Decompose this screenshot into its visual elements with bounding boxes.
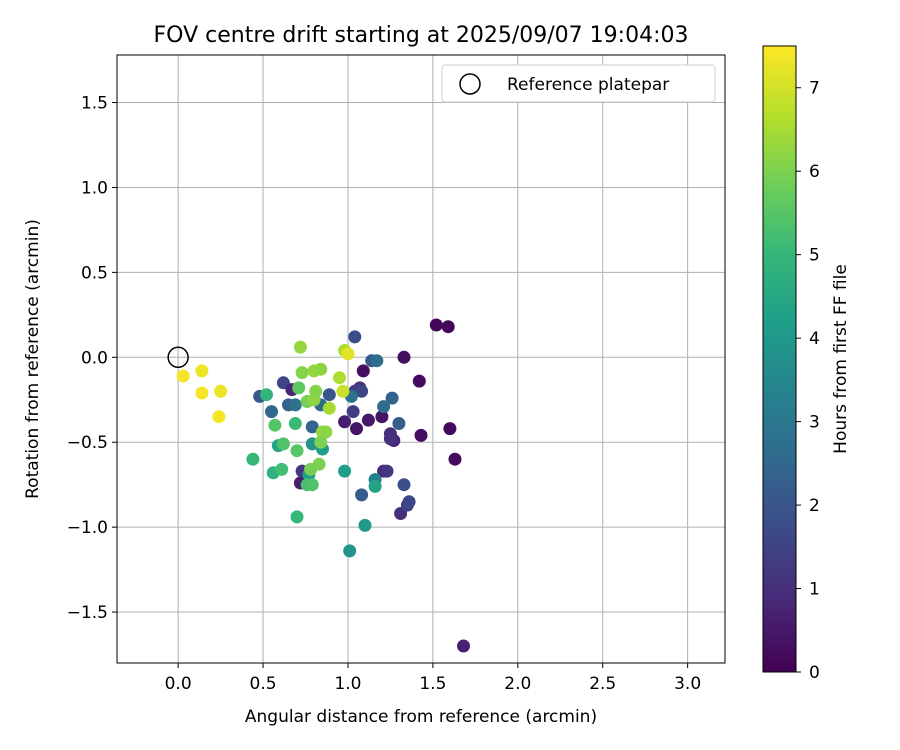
data-point [322,388,336,402]
legend-box [441,64,716,103]
data-point [288,417,302,430]
x-tick-label: 1.0 [334,674,361,694]
data-point [348,330,362,344]
data-point [377,400,391,414]
colorbar-tick-label: 3 [809,413,820,433]
data-point [268,418,282,432]
legend-marker-open-circle [459,73,481,95]
data-point [312,457,326,471]
y-tick-label: 1.5 [81,94,108,114]
data-point [292,381,306,395]
data-point [338,415,352,429]
legend-label: Reference platepar [507,75,669,95]
y-tick-label: 1.0 [81,178,108,198]
colorbar-ticks: 0 1 2 3 4 5 6 7 [796,79,820,683]
data-point [246,452,260,466]
data-point [356,364,370,378]
data-point [295,366,309,380]
x-tick-label: 2.0 [504,674,531,694]
data-point [212,410,226,424]
data-point [375,410,389,424]
colorbar-tick-label: 2 [809,496,820,516]
data-point [275,462,289,476]
data-point [402,495,416,509]
colorbar-tick-label: 0 [809,663,820,683]
y-axis-ticks: 1.5 1.0 0.5 0.0 −0.5 −1.0 −1.5 [67,94,117,623]
x-tick-label: 2.5 [589,674,616,694]
data-point [355,488,369,502]
reference-marker-layer [167,346,189,369]
legend: Reference platepar [441,64,716,103]
data-point [195,364,209,378]
y-tick-label: −1.5 [67,603,108,623]
data-point [392,417,406,430]
data-point [338,464,352,478]
data-point [441,320,455,334]
data-point [322,401,336,415]
data-point [288,398,302,412]
chart-title: FOV centre drift starting at 2025/09/07 … [154,23,689,48]
data-point [343,544,357,558]
colorbar-gradient [762,45,797,673]
data-point [350,422,363,436]
x-axis-label: Angular distance from reference (arcmin) [245,707,597,727]
data-point [314,362,328,376]
x-tick-label: 1.5 [419,674,446,694]
colorbar-label: Hours from first FF file [831,264,851,454]
data-point [319,425,333,439]
colorbar-tick-label: 6 [809,162,820,182]
data-point [293,340,307,354]
data-point [429,318,443,332]
data-point [397,478,411,492]
y-tick-label: 0.5 [81,263,108,283]
colorbar-tick-label: 4 [809,329,820,349]
colorbar: 0 1 2 3 4 5 6 7 Hours from first FF file [762,45,851,683]
data-point [346,405,360,419]
data-point [341,347,355,361]
data-point [361,413,375,427]
data-point [333,371,346,385]
data-point [195,386,209,400]
data-point [309,384,323,398]
data-point [397,350,411,364]
data-point [290,444,304,458]
data-point [385,391,399,405]
data-point [370,354,384,368]
data-point [214,384,228,398]
data-point [290,510,304,524]
data-point [368,479,382,493]
y-tick-label: −1.0 [67,518,108,538]
data-point [412,374,426,388]
reference-platepar-marker [167,346,189,369]
data-point [414,428,428,442]
data-point [305,420,319,434]
x-tick-label: 3.0 [674,674,701,694]
colorbar-tick-label: 7 [809,79,820,99]
data-point [448,452,462,466]
data-point [457,639,470,653]
x-tick-label: 0.0 [165,674,192,694]
y-tick-label: −0.5 [67,433,108,453]
data-point [176,369,190,383]
colorbar-tick-label: 5 [809,246,820,266]
data-point [265,405,278,419]
x-tick-label: 0.5 [250,674,277,694]
plot-area-frame [116,54,726,664]
data-point [336,384,350,398]
data-point [305,478,319,492]
data-point [383,432,397,446]
data-point [443,422,457,436]
data-point [276,437,290,451]
x-axis-ticks: 0.0 0.5 1.0 1.5 2.0 2.5 3.0 [165,663,701,694]
y-tick-label: 0.0 [81,348,108,368]
data-point [355,384,369,398]
data-point [358,518,372,532]
data-points [176,318,470,653]
data-point [314,435,328,449]
y-axis-label: Rotation from reference (arcmin) [23,219,43,499]
data-point [380,464,394,478]
colorbar-tick-label: 1 [809,580,820,600]
data-point [260,388,273,402]
